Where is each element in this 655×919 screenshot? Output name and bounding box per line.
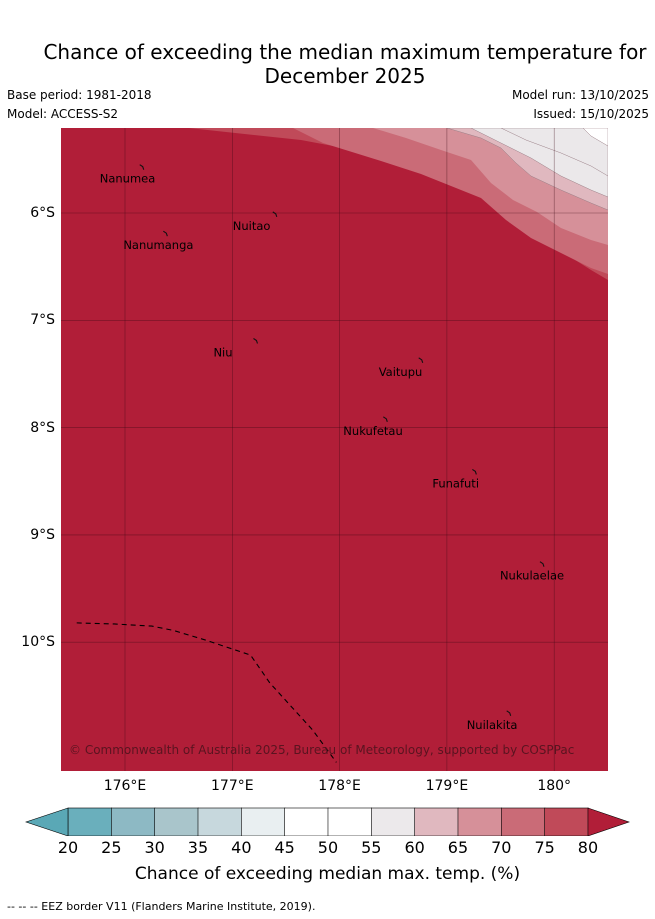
colorbar-tick-label: 40 <box>231 838 252 857</box>
colorbar-tick-label: 20 <box>57 838 79 857</box>
x-tick-label: 176°E <box>103 778 147 794</box>
colorbar-high-extend <box>587 807 630 836</box>
y-tick-label: 7°S <box>30 312 55 329</box>
place-label: Nanumanga <box>123 238 193 252</box>
colorbar-tick-label: 50 <box>317 838 339 857</box>
island-outline <box>253 338 258 344</box>
colorbar-segment <box>67 807 113 836</box>
place-label: Nuitao <box>233 219 271 233</box>
probability-band <box>500 128 608 177</box>
y-tick-label: 10°S <box>21 634 55 651</box>
colorbar-segment <box>414 807 459 836</box>
colorbar-segment <box>241 807 286 836</box>
colorbar-tick-label: 45 <box>274 838 295 857</box>
x-tick-label: 180° <box>537 778 572 794</box>
colorbar-tick-label: 35 <box>187 838 209 857</box>
y-tick-label: 8°S <box>30 419 55 436</box>
model-name: Model: ACCESS-S2 <box>7 107 119 121</box>
island-outline <box>163 230 168 237</box>
place-label: Funafuti <box>432 476 479 490</box>
map-panel[interactable]: Nanumea Nuitao Nanumanga Niu Vaitupu Nukufeta… <box>61 128 608 771</box>
place-label: Vaitupu <box>379 365 423 379</box>
eez-footnote: -- -- -- EEZ border V11 (Flanders Marine… <box>7 900 316 913</box>
island-outline <box>382 416 388 422</box>
island-outline <box>272 211 278 218</box>
island-outline <box>506 710 512 716</box>
title-line-2: December 2025 <box>264 64 426 88</box>
y-tick-label: 9°S <box>30 526 55 543</box>
model-run: Model run: 13/10/2025 <box>511 88 649 102</box>
colorbar-tick-label: 70 <box>491 838 512 857</box>
island-outline <box>472 468 477 475</box>
probability-band <box>582 128 608 147</box>
x-tick-label: 177°E <box>211 778 254 794</box>
colorbar-segment <box>111 807 156 836</box>
place-label: Nuilakita <box>467 718 518 732</box>
copyright-credit: © Commonwealth of Australia 2025, Bureau… <box>69 743 574 757</box>
place-label: Niu <box>213 345 232 359</box>
place-label: Nanumea <box>100 172 156 186</box>
colorbar <box>25 807 630 836</box>
colorbar-tick-label: 30 <box>144 838 165 857</box>
colorbar-segment <box>197 807 243 836</box>
chart-title: Chance of exceeding the median maximum t… <box>0 40 655 88</box>
colorbar-segment <box>544 807 589 836</box>
island-outline <box>418 357 424 363</box>
graticule <box>61 128 608 771</box>
colorbar-segment <box>457 807 503 836</box>
islands: Nanumea Nuitao Nanumanga Niu Vaitupu Nukufeta… <box>100 164 564 732</box>
colorbar-tick-label: 65 <box>447 838 469 857</box>
colorbar-segment <box>327 807 373 836</box>
colorbar-segment <box>154 807 199 836</box>
colorbar-segment <box>284 807 329 836</box>
x-tick-label: 179°E <box>425 778 469 794</box>
map-background-base <box>61 128 608 771</box>
island-outline <box>139 164 145 170</box>
eez-border-line <box>76 622 337 763</box>
colorbar-tick-label: 80 <box>577 838 599 857</box>
base-period: Base period: 1981-2018 <box>7 88 152 102</box>
place-label: Nukulaelae <box>500 569 564 583</box>
island-outline <box>539 561 545 567</box>
colorbar-tick-label: 55 <box>361 838 382 857</box>
title-line-1: Chance of exceeding the median maximum t… <box>43 40 647 64</box>
issued-date: Issued: 15/10/2025 <box>533 107 649 121</box>
place-label: Nukufetau <box>343 424 402 438</box>
colorbar-label: Chance of exceeding median max. temp. (%… <box>134 864 521 884</box>
y-tick-label: 6°S <box>30 205 55 221</box>
colorbar-segment <box>371 807 416 836</box>
colorbar-tick-label: 60 <box>404 838 425 857</box>
colorbar-tick-label: 25 <box>101 838 122 857</box>
colorbar-low-extend <box>25 807 69 836</box>
colorbar-segment <box>500 807 546 836</box>
x-tick-label: 178°E <box>318 778 361 794</box>
colorbar-tick-label: 75 <box>534 838 555 857</box>
probability-bands <box>189 128 608 280</box>
